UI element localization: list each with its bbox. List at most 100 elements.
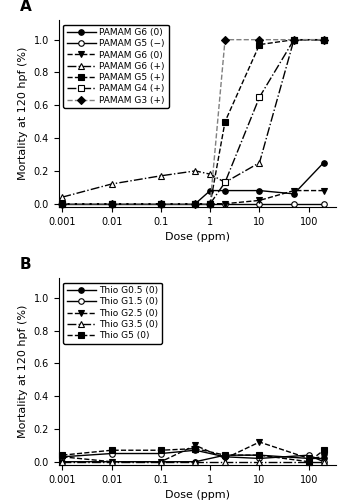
- PAMAM G6 (0): [110, 200, 114, 206]
- Thio G3.5 (0): [193, 458, 198, 464]
- PAMAM G3 (+): [159, 200, 163, 206]
- Line: PAMAM G3 (+): PAMAM G3 (+): [60, 37, 326, 206]
- Text: A: A: [20, 0, 32, 14]
- PAMAM G4 (+): [208, 200, 212, 206]
- PAMAM G6 (0): [257, 198, 262, 203]
- Y-axis label: Mortality at 120 hpf (%): Mortality at 120 hpf (%): [18, 305, 28, 438]
- Line: Thio G2.5 (0): Thio G2.5 (0): [60, 440, 326, 464]
- PAMAM G6 (+): [193, 168, 198, 174]
- Thio G5 (0): [307, 458, 311, 464]
- PAMAM G6 (0): [321, 160, 326, 166]
- PAMAM G5 (+): [159, 200, 163, 206]
- Thio G2.5 (0): [307, 456, 311, 462]
- Thio G0.5 (0): [110, 458, 114, 464]
- Thio G1.5 (0): [321, 458, 326, 464]
- Thio G1.5 (0): [223, 454, 227, 460]
- Line: PAMAM G6 (0): PAMAM G6 (0): [60, 188, 326, 206]
- Thio G0.5 (0): [159, 458, 163, 464]
- PAMAM G4 (+): [60, 200, 64, 206]
- Thio G3.5 (0): [321, 458, 326, 464]
- PAMAM G3 (+): [208, 200, 212, 206]
- PAMAM G5 (−): [110, 200, 114, 206]
- Thio G2.5 (0): [110, 458, 114, 464]
- PAMAM G5 (+): [193, 200, 198, 206]
- PAMAM G5 (+): [292, 36, 296, 43]
- PAMAM G6 (0): [223, 188, 227, 194]
- Thio G2.5 (0): [159, 458, 163, 464]
- X-axis label: Dose (ppm): Dose (ppm): [165, 232, 230, 242]
- PAMAM G6 (0): [193, 200, 198, 206]
- PAMAM G4 (+): [110, 200, 114, 206]
- PAMAM G5 (−): [60, 200, 64, 206]
- Line: Thio G1.5 (0): Thio G1.5 (0): [60, 448, 326, 464]
- Line: PAMAM G5 (+): PAMAM G5 (+): [60, 37, 326, 206]
- Thio G5 (0): [321, 447, 326, 453]
- PAMAM G6 (0): [292, 188, 296, 194]
- PAMAM G6 (0): [292, 191, 296, 197]
- PAMAM G3 (+): [110, 200, 114, 206]
- PAMAM G6 (0): [257, 188, 262, 194]
- PAMAM G6 (+): [257, 160, 262, 166]
- PAMAM G3 (+): [223, 36, 227, 43]
- Thio G0.5 (0): [321, 456, 326, 462]
- PAMAM G3 (+): [257, 36, 262, 43]
- PAMAM G6 (+): [223, 180, 227, 186]
- Thio G3.5 (0): [257, 458, 262, 464]
- Line: PAMAM G6 (0): PAMAM G6 (0): [60, 160, 326, 206]
- Thio G0.5 (0): [223, 452, 227, 458]
- Thio G5 (0): [193, 446, 198, 452]
- PAMAM G5 (+): [60, 200, 64, 206]
- Thio G5 (0): [159, 447, 163, 453]
- PAMAM G4 (+): [193, 200, 198, 206]
- Thio G1.5 (0): [159, 450, 163, 456]
- Line: Thio G5 (0): Thio G5 (0): [60, 446, 326, 464]
- Thio G1.5 (0): [60, 454, 64, 460]
- Thio G2.5 (0): [321, 454, 326, 460]
- PAMAM G6 (0): [159, 200, 163, 206]
- Thio G2.5 (0): [193, 442, 198, 448]
- Line: PAMAM G6 (+): PAMAM G6 (+): [60, 37, 326, 200]
- Y-axis label: Mortality at 120 hpf (%): Mortality at 120 hpf (%): [18, 47, 28, 180]
- Thio G0.5 (0): [60, 458, 64, 464]
- Thio G5 (0): [257, 452, 262, 458]
- PAMAM G3 (+): [193, 200, 198, 206]
- PAMAM G5 (−): [321, 200, 326, 206]
- PAMAM G6 (+): [321, 36, 326, 43]
- Thio G3.5 (0): [223, 458, 227, 464]
- PAMAM G4 (+): [223, 180, 227, 186]
- PAMAM G5 (+): [208, 200, 212, 206]
- PAMAM G4 (+): [321, 36, 326, 43]
- Thio G2.5 (0): [60, 454, 64, 460]
- Thio G1.5 (0): [257, 456, 262, 462]
- PAMAM G5 (−): [223, 200, 227, 206]
- Thio G2.5 (0): [257, 439, 262, 445]
- PAMAM G5 (+): [223, 118, 227, 124]
- PAMAM G6 (0): [110, 200, 114, 206]
- X-axis label: Dose (ppm): Dose (ppm): [165, 490, 230, 500]
- Line: Thio G3.5 (0): Thio G3.5 (0): [60, 459, 326, 464]
- Legend: PAMAM G6 (0), PAMAM G5 (−), PAMAM G6 (0), PAMAM G6 (+), PAMAM G5 (+), PAMAM G4 (: PAMAM G6 (0), PAMAM G5 (−), PAMAM G6 (0)…: [63, 24, 169, 108]
- Thio G3.5 (0): [60, 458, 64, 464]
- Thio G3.5 (0): [307, 458, 311, 464]
- PAMAM G6 (0): [60, 200, 64, 206]
- PAMAM G6 (0): [223, 200, 227, 206]
- PAMAM G5 (+): [110, 200, 114, 206]
- PAMAM G6 (0): [321, 188, 326, 194]
- PAMAM G6 (0): [208, 200, 212, 206]
- PAMAM G6 (+): [208, 171, 212, 177]
- PAMAM G3 (+): [292, 36, 296, 43]
- Thio G3.5 (0): [110, 458, 114, 464]
- PAMAM G6 (+): [110, 181, 114, 187]
- PAMAM G5 (+): [321, 36, 326, 43]
- Line: PAMAM G5 (−): PAMAM G5 (−): [60, 201, 326, 206]
- Thio G5 (0): [60, 452, 64, 458]
- PAMAM G5 (−): [208, 200, 212, 206]
- PAMAM G6 (+): [60, 194, 64, 200]
- Line: Thio G0.5 (0): Thio G0.5 (0): [60, 452, 326, 464]
- Thio G1.5 (0): [193, 447, 198, 453]
- PAMAM G6 (+): [292, 36, 296, 43]
- Thio G1.5 (0): [307, 452, 311, 458]
- PAMAM G6 (0): [208, 188, 212, 194]
- PAMAM G5 (−): [159, 200, 163, 206]
- Thio G0.5 (0): [307, 456, 311, 462]
